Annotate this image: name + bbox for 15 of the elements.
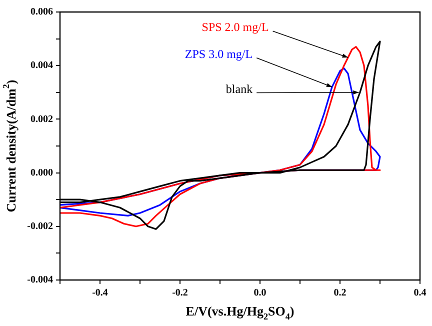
x-tick-label: 0.4 [414, 288, 426, 299]
x-tick-label: 0.2 [334, 288, 346, 299]
y-tick-label: -0.004 [27, 274, 53, 286]
text: blank [226, 82, 253, 96]
y-tick-label: 0.002 [30, 114, 53, 125]
y-tick-label: 0.004 [30, 60, 53, 72]
text: ZPS 3.0 mg/L [184, 47, 253, 62]
x-tick-label: 0.0 [254, 288, 266, 299]
x-tick-label: -0.4 [92, 288, 108, 299]
y-tick-label: -0.002 [27, 220, 53, 232]
y-tick-label: 0.000 [30, 167, 53, 178]
y-axis-title: Current density(A/dm2) [1, 80, 18, 212]
x-tick-label: -0.2 [172, 288, 188, 299]
y-tick-label: 0.006 [30, 6, 53, 18]
text: SPS 2.0 mg/L [202, 20, 269, 34]
